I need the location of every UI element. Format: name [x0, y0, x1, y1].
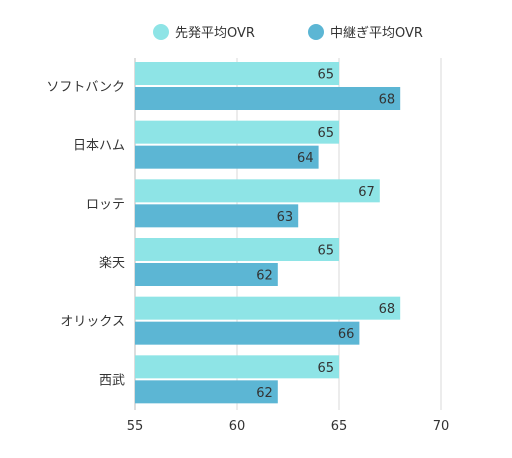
- bars: [135, 62, 401, 404]
- bar-starter: [135, 355, 339, 379]
- bar-value-label: 65: [317, 244, 334, 259]
- x-tick-label: 60: [229, 419, 246, 434]
- grid: [134, 58, 442, 410]
- legend-item[interactable]: 中継ぎ平均OVR: [308, 24, 423, 41]
- bar-value-label: 62: [256, 269, 273, 284]
- bar-reliever: [135, 263, 278, 286]
- x-tick-label: 70: [433, 419, 450, 434]
- bar-starter: [135, 120, 339, 144]
- bar-value-label: 68: [379, 93, 396, 108]
- bar-reliever: [135, 204, 299, 228]
- bar-starter: [135, 238, 339, 261]
- legend-label: 先発平均OVR: [175, 26, 255, 41]
- bar-reliever: [135, 145, 319, 169]
- category-label: 西武: [99, 373, 125, 388]
- category-label: 日本ハム: [73, 139, 125, 154]
- bar-reliever: [135, 321, 360, 345]
- bar-starter: [135, 62, 339, 85]
- bar-starter: [135, 179, 380, 203]
- bar-value-label: 63: [277, 210, 294, 225]
- bar-value-label: 65: [317, 68, 334, 83]
- category-label: 楽天: [99, 255, 125, 271]
- bar-value-label: 65: [317, 361, 334, 376]
- bar-value-label: 68: [379, 302, 396, 317]
- legend-item[interactable]: 先発平均OVR: [153, 24, 255, 41]
- category-label: オリックス: [60, 315, 125, 330]
- legend-marker: [308, 24, 324, 40]
- bar-value-label: 65: [317, 126, 334, 141]
- bar-value-label: 67: [358, 185, 375, 200]
- x-axis-ticks: 55 60 65 70: [127, 419, 450, 434]
- category-label: ロッテ: [86, 197, 125, 212]
- bar-starter: [135, 296, 401, 320]
- bar-reliever: [135, 87, 401, 110]
- x-tick-label: 55: [127, 419, 144, 434]
- category-label: ソフトバンク: [46, 80, 125, 95]
- x-tick-label: 65: [331, 419, 348, 434]
- bar-value-label: 62: [256, 386, 273, 401]
- bar-value-label: 64: [297, 151, 314, 166]
- bar-reliever: [135, 380, 278, 404]
- legend-marker: [153, 24, 169, 40]
- legend-label: 中継ぎ平均OVR: [330, 26, 423, 41]
- bar-value-label: 66: [338, 327, 355, 342]
- legend[interactable]: 先発平均OVR 中継ぎ平均OVR: [153, 24, 423, 41]
